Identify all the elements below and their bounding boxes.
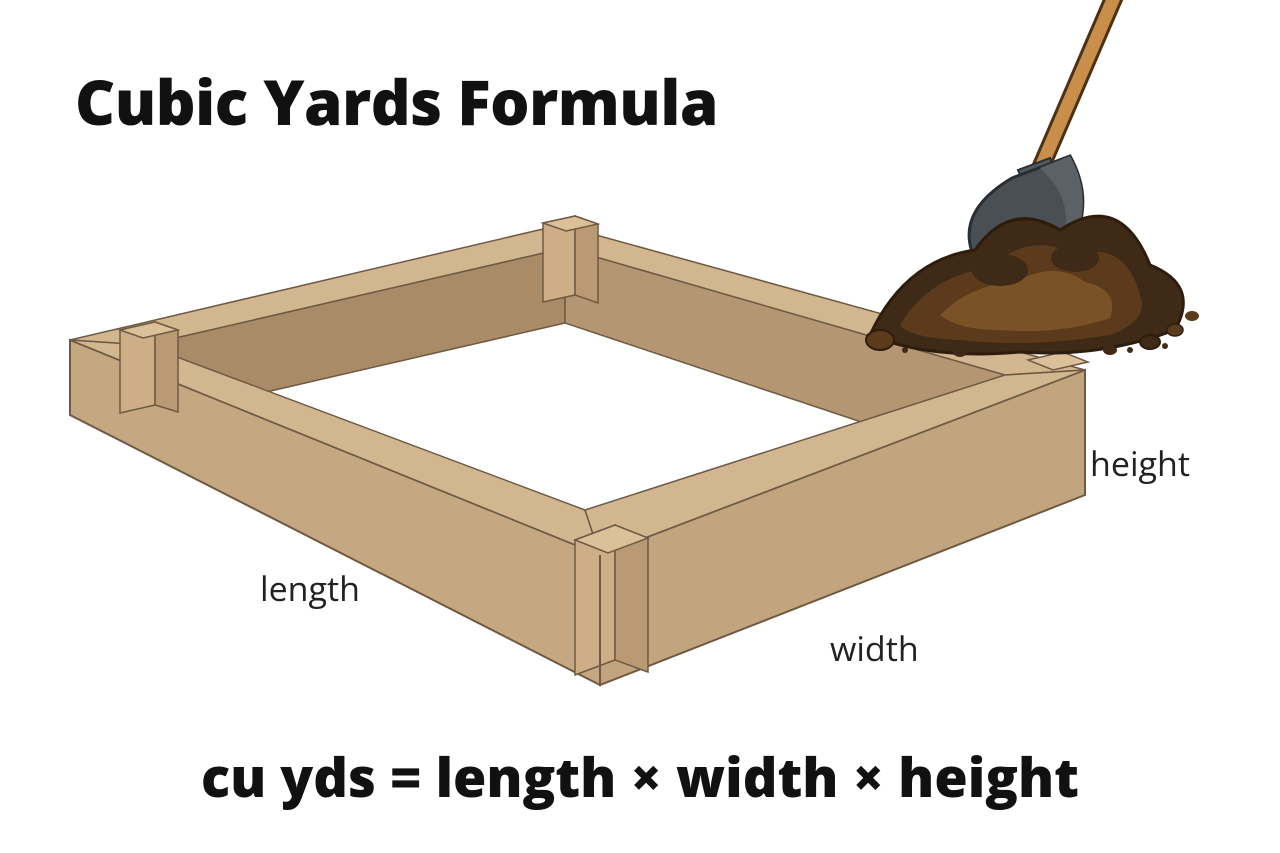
illustration-canvas: [0, 0, 1280, 853]
dirt-pile: [866, 0, 1199, 357]
